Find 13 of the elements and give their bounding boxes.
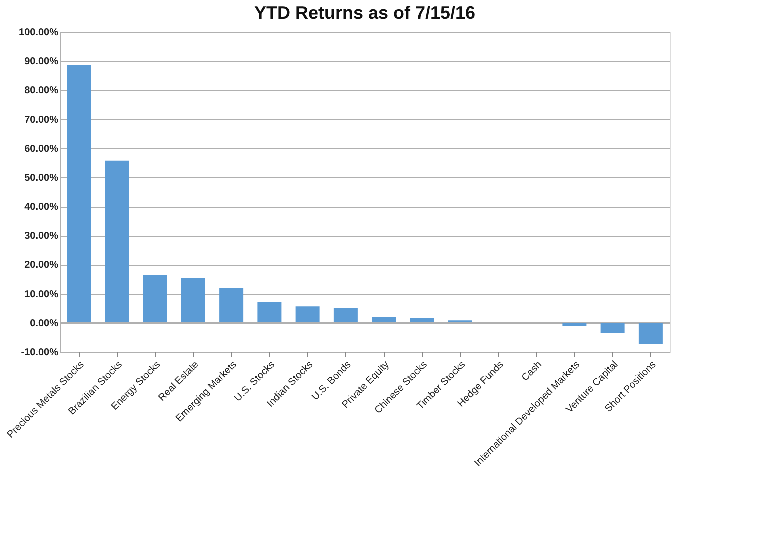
- y-tick-label: -10.00%: [21, 348, 59, 358]
- y-tick-label: 70.00%: [24, 114, 59, 126]
- y-tick-label: 80.00%: [24, 86, 59, 97]
- y-tick-label: 20.00%: [24, 260, 59, 272]
- y-tick-label: 100.00%: [19, 28, 59, 38]
- y-tick-label: 30.00%: [24, 231, 59, 242]
- chart-title: YTD Returns as of 7/15/16: [254, 3, 476, 23]
- y-tick-label: 60.00%: [24, 144, 59, 155]
- y-tick-label: 90.00%: [24, 56, 59, 68]
- y-tick-label: 10.00%: [24, 289, 59, 300]
- y-tick-label: 0.00%: [30, 318, 59, 330]
- y-tick-label: 40.00%: [24, 202, 59, 214]
- y-tick-label: 50.00%: [24, 172, 59, 184]
